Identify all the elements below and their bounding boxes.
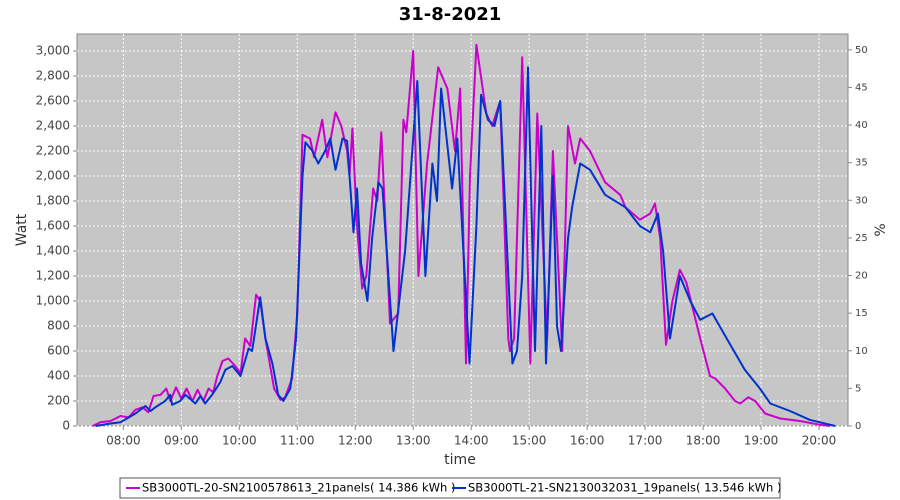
x-tick-label: 10:00 (222, 434, 257, 448)
y-tick-label: 0 (62, 419, 70, 433)
x-tick-label: 08:00 (106, 434, 141, 448)
y2-tick-label: 45 (855, 82, 868, 93)
y-tick-label: 1,000 (36, 294, 70, 308)
legend-label: SB3000TL-20-SN2100578613_21panels( 14.38… (142, 481, 455, 495)
x-tick-label: 14:00 (454, 434, 489, 448)
x-tick-label: 17:00 (628, 434, 663, 448)
y-tick-label: 2,400 (36, 119, 70, 133)
legend-box (119, 477, 781, 499)
series-line (95, 66, 836, 427)
y-tick-label: 200 (47, 394, 70, 408)
y-tick-label: 400 (47, 369, 70, 383)
y-tick-label: 600 (47, 344, 70, 358)
y-tick-label: 800 (47, 319, 70, 333)
x-tick-label: 15:00 (512, 434, 547, 448)
y2-tick-label: 0 (855, 421, 861, 432)
x-tick-label: 13:00 (396, 434, 431, 448)
x-tick-label: 19:00 (744, 434, 779, 448)
y-tick-label: 3,000 (36, 44, 70, 58)
legend-label: SB3000TL-21-SN2130032031_19panels( 13.54… (468, 481, 781, 495)
y-tick-label: 2,000 (36, 169, 70, 183)
x-tick-label: 09:00 (164, 434, 199, 448)
y-axis-title: Watt (14, 213, 30, 246)
y2-tick-label: 5 (855, 383, 861, 394)
y2-tick-label: 25 (855, 233, 868, 244)
y2-tick-label: 50 (855, 45, 868, 56)
y2-tick-label: 35 (855, 158, 868, 169)
y2-tick-label: 30 (855, 195, 868, 206)
x-tick-label: 11:00 (280, 434, 315, 448)
x-tick-label: 12:00 (338, 434, 373, 448)
y-tick-label: 1,800 (36, 194, 70, 208)
x-tick-label: 20:00 (802, 434, 837, 448)
y-tick-label: 1,400 (36, 244, 70, 258)
x-axis-title: time (444, 452, 476, 468)
y-tick-label: 2,200 (36, 144, 70, 158)
x-tick-label: 16:00 (570, 434, 605, 448)
y2-tick-label: 15 (855, 308, 868, 319)
y-tick-label: 1,600 (36, 219, 70, 233)
chart-title: 31-8-2021 (399, 4, 502, 25)
x-tick-label: 18:00 (686, 434, 721, 448)
y-tick-label: 2,600 (36, 94, 70, 108)
y2-tick-label: 40 (855, 120, 868, 131)
y2-tick-label: 10 (855, 346, 868, 357)
y2-axis-title: % (873, 223, 889, 236)
y-tick-label: 2,800 (36, 69, 70, 83)
y-tick-label: 1,200 (36, 269, 70, 283)
y2-tick-label: 20 (855, 271, 868, 282)
